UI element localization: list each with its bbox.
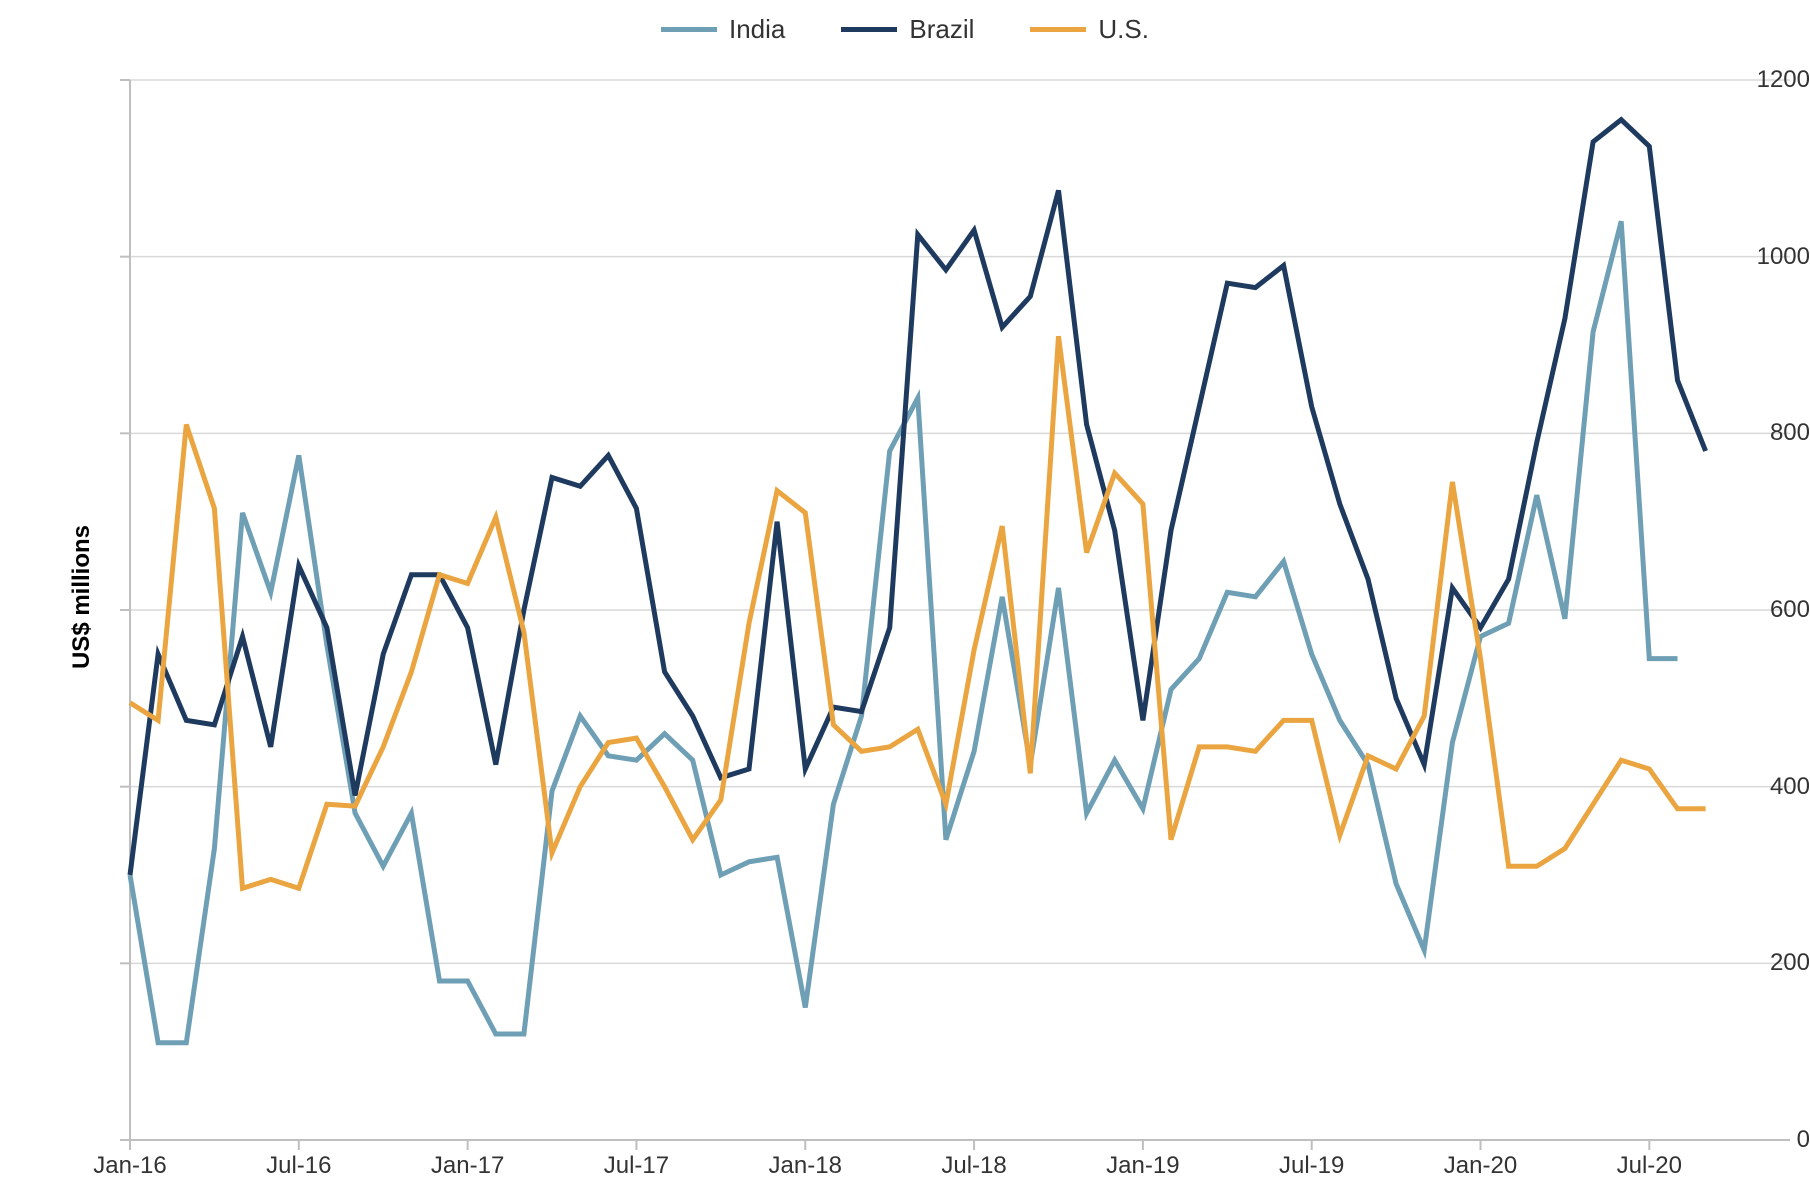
y-tick-label: 0 bbox=[1698, 1126, 1810, 1154]
legend-item: India bbox=[661, 14, 785, 45]
x-tick-label: Jan-20 bbox=[1444, 1152, 1517, 1180]
line-chart: India Brazil U.S. US$ millions 0 200 400 600 8… bbox=[0, 0, 1810, 1194]
legend-label: India bbox=[729, 14, 785, 45]
legend-label: Brazil bbox=[909, 14, 974, 45]
legend-swatch bbox=[1030, 27, 1086, 32]
legend-item: Brazil bbox=[841, 14, 974, 45]
legend-item: U.S. bbox=[1030, 14, 1149, 45]
legend-swatch bbox=[661, 27, 717, 32]
x-tick-label: Jan-17 bbox=[431, 1152, 504, 1180]
x-tick-label: Jan-18 bbox=[769, 1152, 842, 1180]
y-tick-label: 600 bbox=[1698, 596, 1810, 624]
y-tick-label: 1000 bbox=[1698, 243, 1810, 271]
y-tick-label: 400 bbox=[1698, 773, 1810, 801]
x-tick-label: Jul-19 bbox=[1279, 1152, 1344, 1180]
plot-area bbox=[0, 0, 1810, 1194]
x-tick-label: Jul-16 bbox=[266, 1152, 331, 1180]
x-tick-label: Jan-19 bbox=[1106, 1152, 1179, 1180]
series-line bbox=[130, 120, 1706, 875]
y-tick-label: 1200 bbox=[1698, 66, 1810, 94]
x-tick-label: Jul-17 bbox=[604, 1152, 669, 1180]
legend-label: U.S. bbox=[1098, 14, 1149, 45]
y-tick-label: 200 bbox=[1698, 949, 1810, 977]
x-tick-label: Jul-20 bbox=[1617, 1152, 1682, 1180]
legend-swatch bbox=[841, 27, 897, 32]
y-axis-title: US$ millions bbox=[68, 525, 96, 669]
legend: India Brazil U.S. bbox=[0, 0, 1810, 45]
y-tick-label: 800 bbox=[1698, 419, 1810, 447]
x-tick-label: Jan-16 bbox=[93, 1152, 166, 1180]
x-tick-label: Jul-18 bbox=[941, 1152, 1006, 1180]
